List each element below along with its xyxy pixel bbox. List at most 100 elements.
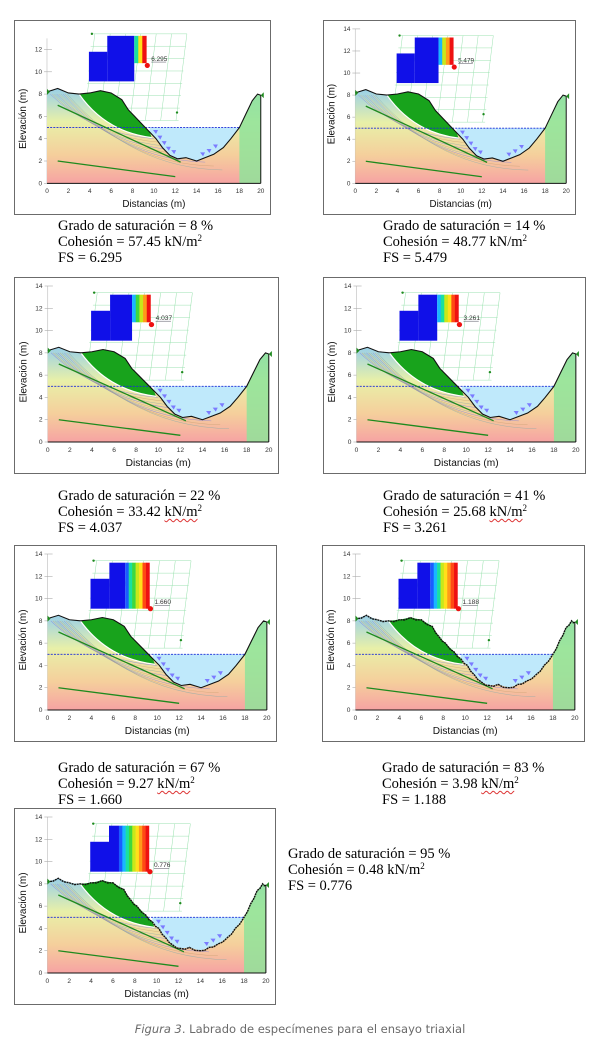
cohesion-unit: kN/m [489, 234, 523, 250]
ground-surface-line [46, 87, 261, 162]
fs-contour-band [449, 37, 454, 65]
fs-contour-band [128, 562, 133, 609]
fs-contour-band [135, 562, 140, 609]
right-bank-zone [244, 883, 266, 973]
seepage-arrow [512, 149, 518, 154]
seepage-arrow [204, 679, 210, 684]
seepage-arrow [526, 403, 532, 408]
seepage-arrow [477, 150, 483, 155]
fs-contour-band [440, 562, 445, 609]
panel-7-results: Grado de saturación = 95 % Cohesión = 0.… [288, 846, 450, 894]
reinforcement-line [366, 631, 493, 690]
slope-stability-chart: 0 2 4 6 8 10 12 14 0 2 4 6 8 10 12 14 16 18 20 Distancias (… [18, 814, 270, 1000]
left-anchor-icon [356, 347, 360, 354]
y-tick-label: 0 [39, 707, 43, 714]
x-tick-label: 16 [219, 978, 227, 985]
y-tick-label: 0 [39, 970, 43, 977]
x-axis-label: Distancias (m) [125, 726, 190, 737]
critical-slip-surface [388, 352, 465, 397]
right-bank-zone [246, 352, 269, 442]
x-tick-label: 6 [420, 447, 424, 454]
slip-surface [363, 352, 484, 406]
seepage-arrow [170, 405, 176, 410]
x-tick-label: 2 [375, 188, 379, 195]
slip-surface [375, 94, 529, 171]
fs-contour-band [139, 562, 143, 609]
x-tick-label: 4 [89, 978, 93, 985]
x-tick-label: 12 [175, 978, 183, 985]
reinforcement-line [58, 419, 181, 436]
x-tick-label: 10 [154, 715, 162, 722]
slope-stability-chart: 0 2 4 6 8 10 12 14 0 2 4 6 8 10 12 14 16 18 20 Distancias (… [326, 551, 579, 737]
slip-surface [373, 620, 527, 693]
fs-contour-band [437, 294, 442, 323]
mesh-grid-line [163, 560, 176, 649]
saturation-text: Grado de saturación = 67 % [58, 760, 221, 776]
ground-surface-line [356, 346, 577, 421]
fs-contour-low [417, 562, 431, 609]
seepage-arrow [512, 679, 518, 684]
critical-point [148, 321, 155, 328]
mesh-grid-line [165, 292, 177, 381]
slip-surface [66, 352, 221, 425]
chart-panel-6: 0 2 4 6 8 10 12 14 0 2 4 6 8 10 12 14 16 18 20 Distancias (… [322, 545, 585, 742]
y-axis-label: Elevación (m) [18, 89, 29, 149]
mesh-grid-line [148, 560, 160, 649]
fs-text: FS = 6.295 [58, 250, 123, 266]
y-tick-label: 10 [35, 859, 43, 866]
fs-contour-band [450, 562, 455, 609]
x-tick-label: 8 [133, 715, 137, 722]
fs-contour-band [132, 294, 137, 323]
fs-contour-low [398, 578, 418, 609]
y-tick-label: 10 [35, 69, 43, 76]
y-tick-label: 0 [347, 707, 351, 714]
fs-contour-low [414, 37, 439, 84]
sliding-mass [386, 91, 459, 139]
reinforcement-line [58, 363, 187, 422]
cohesion-text: Cohesión = 33.42 kN/m2 [58, 504, 220, 521]
x-tick-label: 14 [199, 447, 207, 454]
y-tick-label: 6 [347, 114, 351, 121]
mesh-grid-line [160, 33, 172, 121]
fs-contour-band [142, 562, 147, 609]
cohesion-unit: kN/m [489, 504, 523, 520]
critical-point [147, 869, 153, 875]
left-anchor-icon [355, 615, 359, 622]
seepage-arrow [216, 934, 223, 939]
slip-surface [54, 883, 175, 937]
y-tick-label: 8 [348, 350, 352, 357]
y-tick-label: 2 [39, 417, 43, 424]
seepage-arrow [164, 930, 170, 935]
seepage-arrow [155, 919, 161, 924]
right-anchor-icon [265, 881, 269, 888]
mesh-corner-point [401, 291, 404, 294]
reinforcement-line [58, 894, 185, 953]
x-axis-label: Distancias (m) [434, 458, 499, 469]
slip-surface [362, 94, 478, 148]
y-axis-label: Elevación (m) [327, 84, 338, 144]
y-tick-label: 10 [35, 596, 43, 603]
fs-contour-band [135, 294, 140, 323]
x-tick-label: 12 [483, 715, 491, 722]
y-tick-label: 14 [35, 551, 43, 558]
x-tick-label: 2 [68, 715, 72, 722]
seepage-arrow [474, 399, 480, 404]
x-tick-label: 10 [462, 715, 470, 722]
figure-label: Figura 3 [134, 1022, 182, 1036]
y-tick-label: 12 [343, 48, 350, 55]
mesh-grid-line [467, 35, 479, 123]
x-tick-label: 4 [396, 188, 400, 195]
seepage-arrow [168, 936, 174, 941]
fs-contour-band [447, 294, 452, 323]
seepage-arrow [513, 411, 519, 416]
cohesion-value: Cohesión = 25.68 [383, 504, 490, 520]
y-tick-label: 0 [348, 439, 352, 446]
slip-surface [371, 620, 518, 690]
fs-contour-band [143, 294, 148, 323]
slip-surface [54, 93, 172, 147]
fs-contour-band [139, 294, 144, 323]
seepage-arrow [206, 411, 212, 416]
x-tick-label: 2 [67, 188, 71, 195]
x-tick-label: 8 [134, 447, 138, 454]
mesh-corner-point [482, 113, 485, 116]
